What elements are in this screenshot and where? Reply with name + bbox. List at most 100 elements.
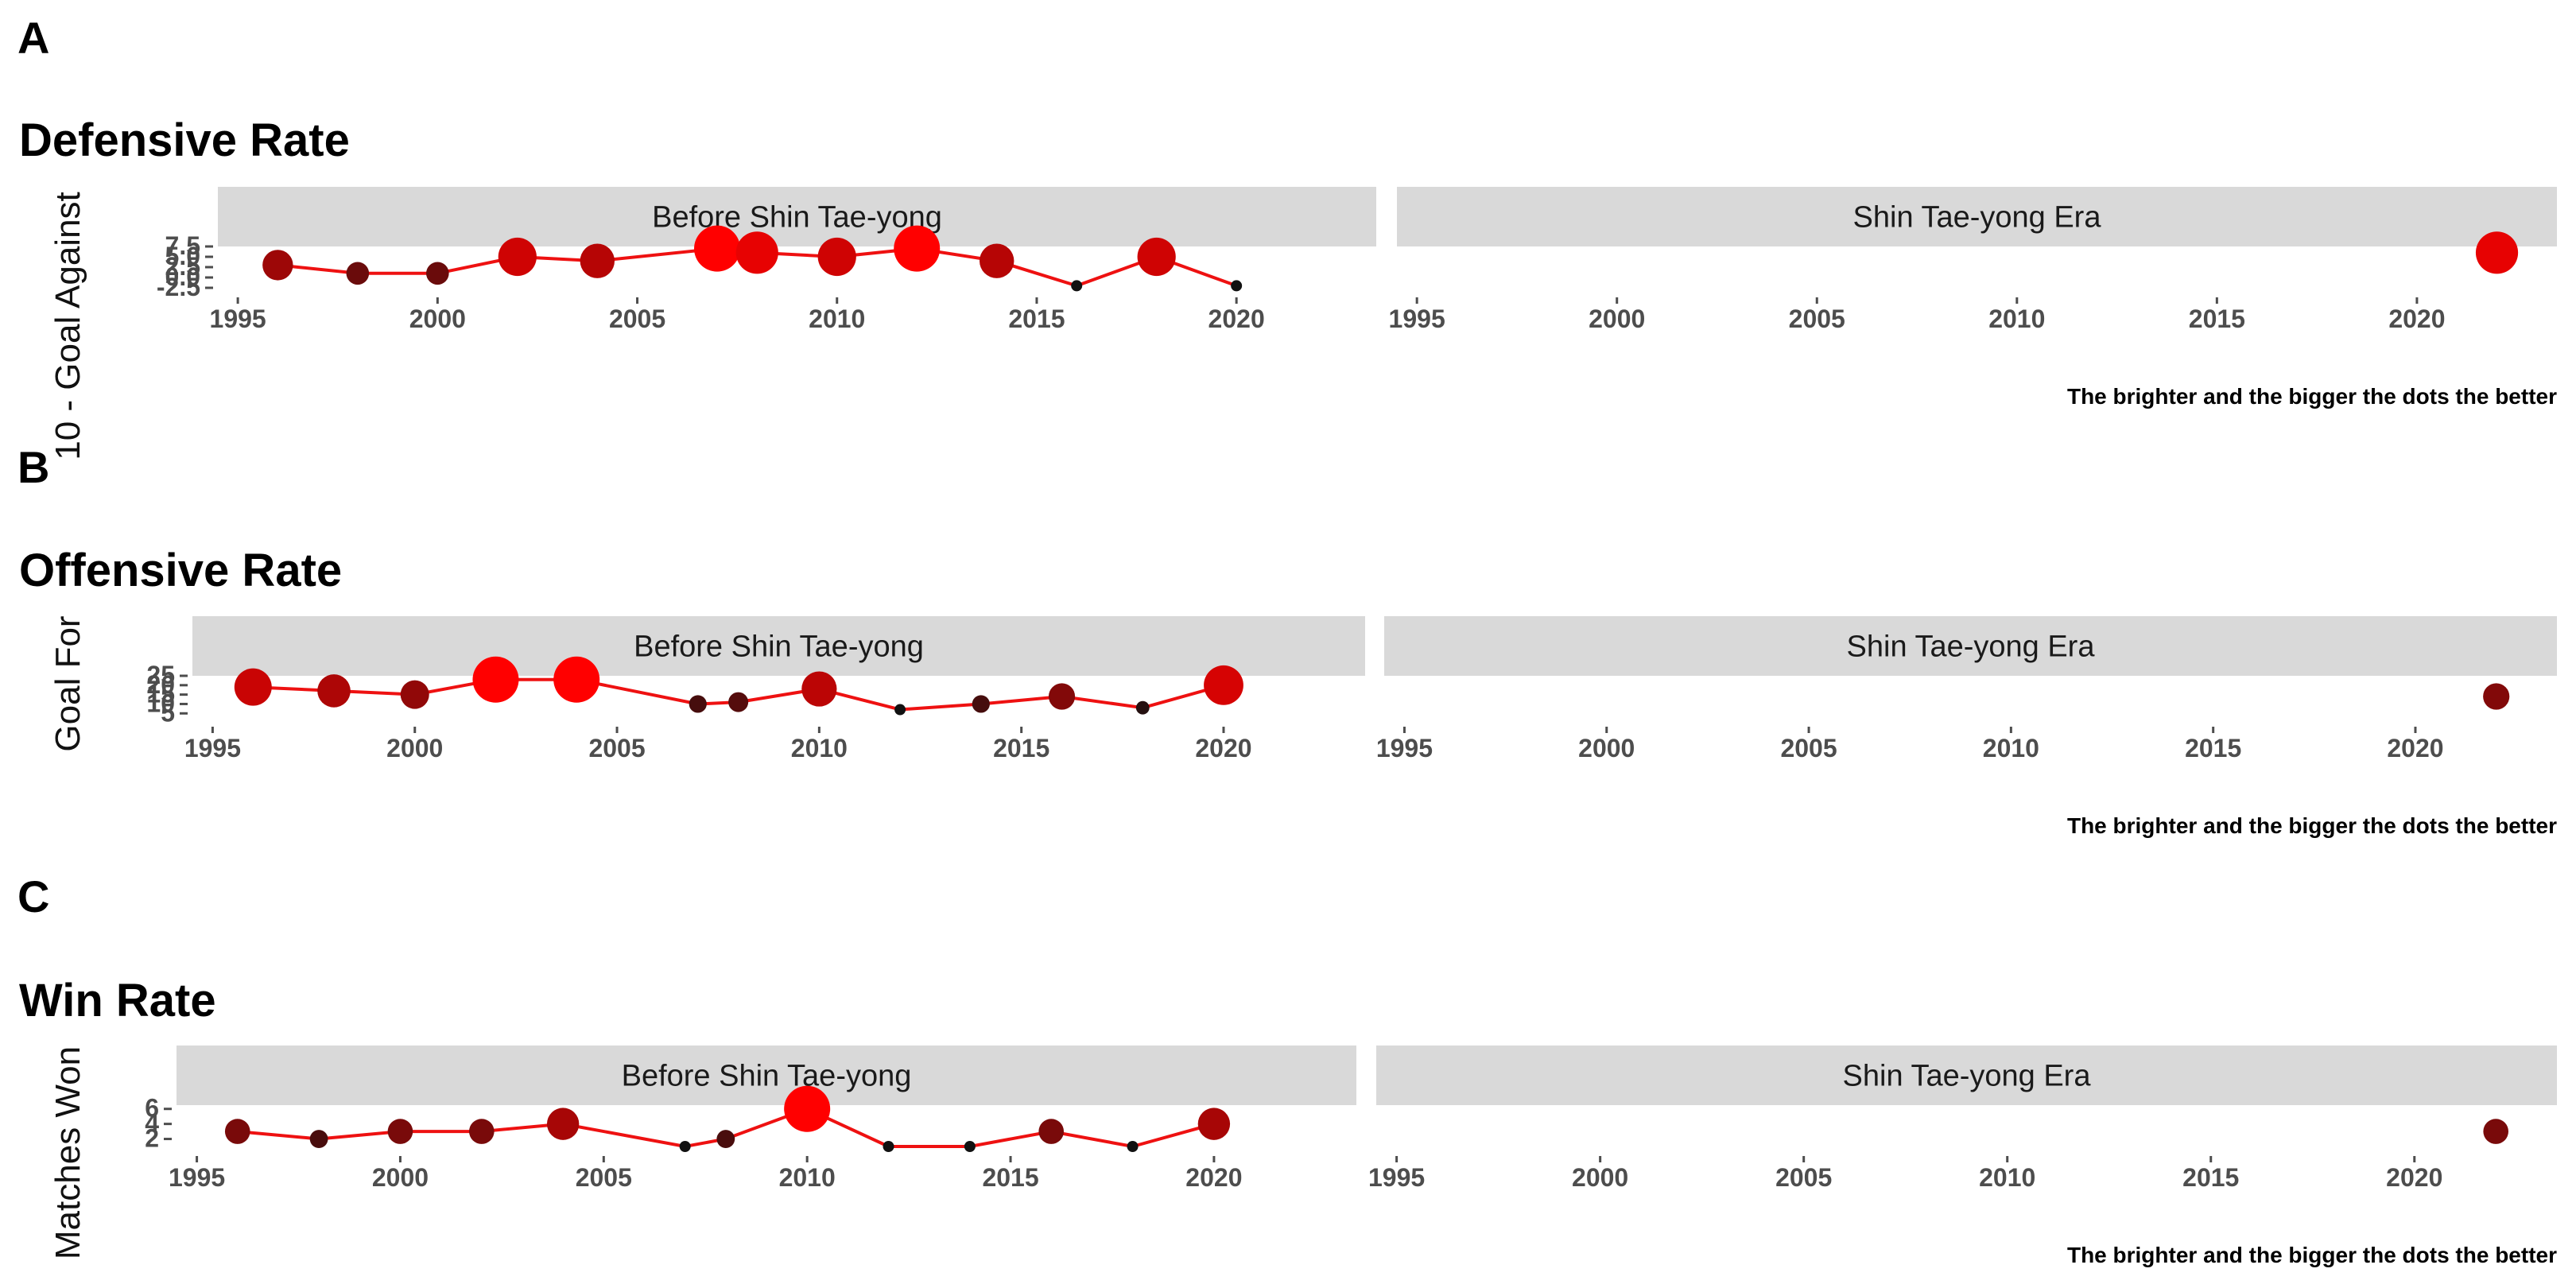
data-point [1127, 1141, 1139, 1152]
y-tick-label: 20 [146, 670, 175, 699]
data-point [262, 250, 293, 281]
facet-shin-tae-yong-era: Shin Tae-yong Era 1995 2000 2005 2010 2015 202… [1389, 187, 2557, 333]
y-tick-label: 6 [145, 1094, 159, 1123]
x-tick-label: 2015 [2189, 305, 2245, 333]
x-tick-label: 2000 [386, 734, 443, 762]
x-tick-label: 2010 [779, 1163, 836, 1192]
x-tick-label: 1995 [1389, 305, 1445, 333]
panel-label: C [17, 871, 49, 921]
data-point [972, 695, 990, 713]
facet-before-shin-tae-yong: Before Shin Tae-yong 1995 2000 2005 2010 2015… [169, 1046, 1356, 1192]
data-point [1197, 1108, 1231, 1140]
x-tick-label: 1995 [184, 734, 241, 762]
facet-strip [177, 1046, 1356, 1105]
x-tick-label: 2000 [409, 305, 466, 333]
data-point [694, 225, 741, 272]
x-axis: 1995 2000 2005 2010 2015 2020 [169, 1156, 1242, 1192]
x-tick-label: 2005 [1780, 734, 1837, 762]
facet-strip [218, 187, 1376, 246]
caption: The brighter and the bigger the dots the… [2067, 384, 2557, 409]
x-tick-label: 2005 [609, 305, 665, 333]
data-point [546, 1108, 580, 1140]
data-point [2483, 683, 2510, 710]
x-tick-label: 1995 [169, 1163, 225, 1192]
data-point [980, 243, 1014, 278]
data-point [580, 243, 615, 278]
x-axis: 1995 2000 2005 2010 2015 2020 [210, 297, 1265, 333]
y-tick-label: 15 [146, 680, 175, 708]
facet-before-shin-tae-yong: Before Shin Tae-yong 1995 2000 2005 2010 2015… [210, 187, 1376, 333]
x-tick-label: 2005 [1775, 1163, 1832, 1192]
x-axis: 1995 2000 2005 2010 2015 2020 [1376, 727, 2444, 762]
x-tick-label: 2020 [2386, 1163, 2442, 1192]
data-point [2483, 1119, 2508, 1144]
x-tick-label: 2005 [576, 1163, 632, 1192]
data-point [387, 1119, 413, 1144]
data-point [426, 262, 449, 285]
data-point [1071, 280, 1083, 292]
x-tick-label: 2015 [993, 734, 1049, 762]
x-axis: 1995 2000 2005 2010 2015 2020 [184, 727, 1252, 762]
x-tick-label: 2000 [1572, 1163, 1628, 1192]
x-tick-label: 2000 [1578, 734, 1635, 762]
x-tick-label: 2005 [588, 734, 645, 762]
panel-title: Offensive Rate [19, 545, 342, 596]
x-tick-label: 2000 [372, 1163, 429, 1192]
data-point [468, 1119, 495, 1144]
y-tick-label: -2.5 [157, 273, 200, 301]
data-point [1137, 237, 1176, 277]
facet-strip [192, 616, 1365, 676]
y-tick-label: 7.5 [165, 231, 200, 260]
y-tick-label: 10 [146, 689, 175, 717]
facet-strip [1384, 616, 2557, 676]
data-point [472, 656, 519, 703]
data-point [716, 1130, 735, 1148]
y-tick-label: 5.0 [165, 242, 200, 270]
y-axis-label: Matches Won [48, 1046, 87, 1259]
x-tick-label: 2020 [1185, 1163, 1242, 1192]
y-tick-label: 0.0 [165, 262, 200, 291]
x-tick-label: 2015 [2185, 734, 2241, 762]
x-tick-label: 2010 [1979, 1163, 2035, 1192]
data-point [317, 674, 351, 708]
x-tick-label: 2020 [1208, 305, 1265, 333]
data-point [817, 237, 856, 277]
data-point [894, 225, 941, 272]
x-tick-label: 2010 [791, 734, 848, 762]
y-tick-label: 2 [145, 1124, 159, 1153]
y-axis: 246 [145, 1094, 172, 1153]
data-point [964, 1141, 976, 1152]
data-point [784, 1085, 831, 1132]
data-point [400, 680, 429, 709]
panel-label: A [17, 13, 49, 63]
facet-strip-label: Shin Tae-yong Era [1847, 630, 2096, 664]
panel-title: Defensive Rate [19, 114, 350, 166]
x-tick-label: 2015 [2182, 1163, 2239, 1192]
data-point [1135, 700, 1150, 715]
facet-strip-label: Shin Tae-yong Era [1853, 201, 2102, 235]
data-point [1048, 683, 1076, 710]
facet-shin-tae-yong-era: Shin Tae-yong Era 1995 2000 2005 2010 2015 202… [1376, 616, 2557, 762]
x-tick-label: 2020 [2387, 734, 2443, 762]
x-axis: 1995 2000 2005 2010 2015 2020 [1389, 297, 2446, 333]
data-point [679, 1141, 691, 1152]
data-point [1204, 665, 1243, 705]
data-point [689, 695, 707, 713]
data-point [1231, 280, 1243, 292]
data-point [2475, 231, 2519, 274]
facet-strip-label: Before Shin Tae-yong [622, 1060, 912, 1093]
data-point [801, 671, 837, 707]
data-point [224, 1119, 250, 1144]
data-point [346, 262, 370, 285]
x-axis: 1995 2000 2005 2010 2015 2020 [1368, 1156, 2442, 1192]
data-point [234, 668, 272, 706]
facet-strip-label: Before Shin Tae-yong [634, 630, 924, 664]
data-point [553, 656, 600, 703]
x-tick-label: 2015 [982, 1163, 1038, 1192]
facet-shin-tae-yong-era: Shin Tae-yong Era 1995 2000 2005 2010 2015 202… [1368, 1046, 2557, 1192]
